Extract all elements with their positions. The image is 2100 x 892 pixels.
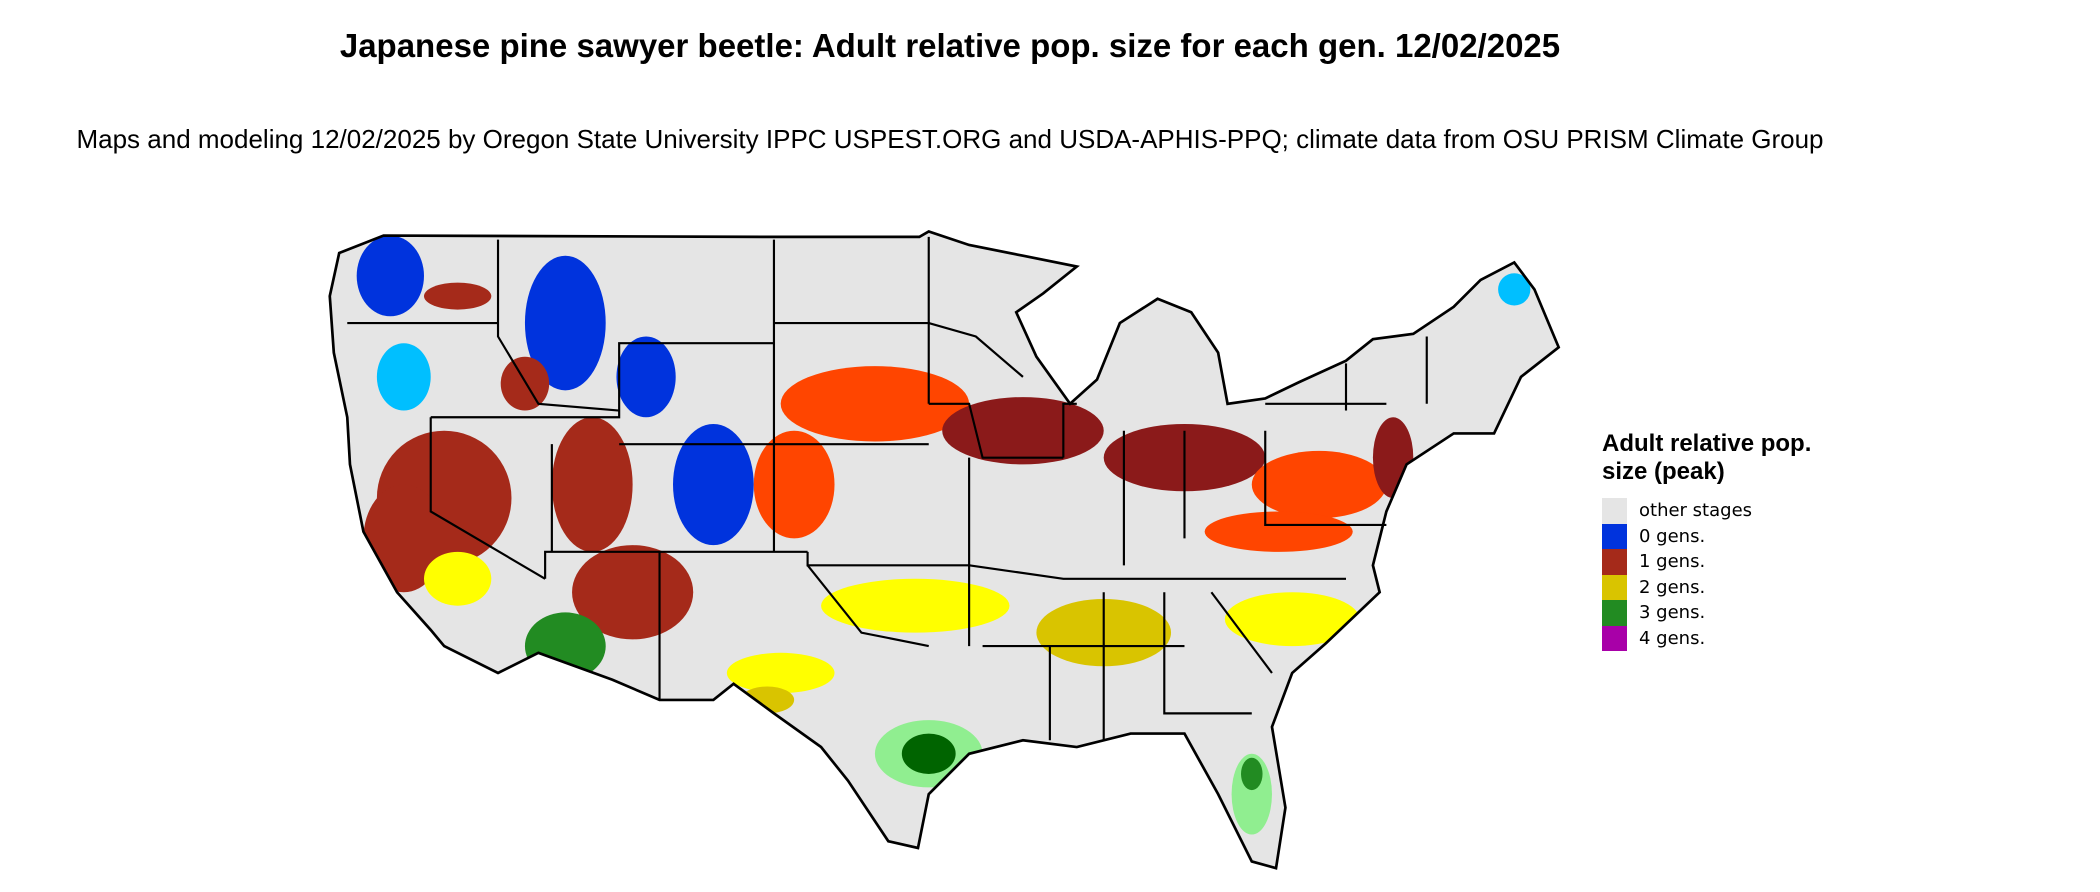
state-line	[806, 551, 971, 647]
state-line	[544, 550, 808, 579]
zone-patch	[1224, 592, 1360, 647]
state-line	[1264, 430, 1387, 527]
legend-label: 3 gens.	[1639, 602, 1706, 624]
generation-zones	[356, 235, 1531, 835]
zone-patch	[1251, 450, 1387, 519]
state-line	[429, 417, 546, 580]
legend-item: 4 gens.	[1602, 625, 1822, 651]
legend: Adult relative pop. size (peak) other st…	[1602, 430, 1822, 651]
zone-patch	[753, 430, 835, 539]
zone-patch	[616, 336, 676, 418]
zone-patch	[780, 366, 970, 442]
legend-label: other stages	[1639, 500, 1753, 522]
zone-patch	[1241, 757, 1263, 791]
legend-title: Adult relative pop. size (peak)	[1602, 430, 1812, 485]
zone-patch	[901, 733, 956, 774]
legend-swatch	[1602, 574, 1627, 600]
state-line	[430, 342, 774, 419]
zone-patch	[1204, 511, 1353, 552]
state-line	[927, 236, 1024, 378]
zone-patch	[726, 652, 835, 694]
map-subtitle: Maps and modeling 12/02/2025 by Oregon S…	[76, 124, 1824, 154]
legend-item: other stages	[1602, 498, 1822, 524]
legend-item: 1 gens.	[1602, 549, 1822, 575]
map-title: Japanese pine sawyer beetle: Adult relat…	[339, 27, 1561, 64]
legend-swatch	[1602, 523, 1627, 549]
us-border	[328, 230, 1561, 870]
zone-patch	[1498, 273, 1531, 306]
zone-patch	[356, 235, 424, 317]
legend-item: 3 gens.	[1602, 600, 1822, 626]
zone-patch	[423, 551, 492, 606]
state-line	[968, 564, 1346, 580]
legend-swatch	[1602, 625, 1627, 651]
state-line	[1062, 402, 1077, 458]
zone-patch	[500, 356, 550, 411]
state-line	[806, 564, 929, 648]
legend-label: 4 gens.	[1639, 627, 1706, 649]
state-boundaries	[347, 236, 1428, 741]
zone-patch	[821, 578, 1010, 633]
zone-patch	[572, 545, 694, 640]
zone-patch	[673, 423, 754, 546]
zone-patch	[524, 612, 606, 680]
legend-item: 2 gens.	[1602, 574, 1822, 600]
legend-item: 0 gens.	[1602, 523, 1822, 549]
legend-swatch	[1602, 600, 1627, 626]
state-line	[928, 402, 1064, 459]
zone-patch	[942, 397, 1104, 465]
state-line	[496, 239, 620, 412]
legend-label: 1 gens.	[1639, 551, 1706, 573]
zone-patch	[423, 282, 492, 310]
zone-patch	[376, 343, 431, 411]
legend-swatch	[1602, 549, 1627, 575]
legend-label: 0 gens.	[1639, 525, 1706, 547]
state-line	[1210, 591, 1273, 674]
zone-patch	[551, 417, 633, 552]
state-line	[1163, 592, 1252, 715]
zone-patch	[524, 255, 606, 391]
zone-patch	[1372, 417, 1414, 499]
legend-swatch	[1602, 498, 1627, 524]
legend-label: 2 gens.	[1639, 576, 1706, 598]
